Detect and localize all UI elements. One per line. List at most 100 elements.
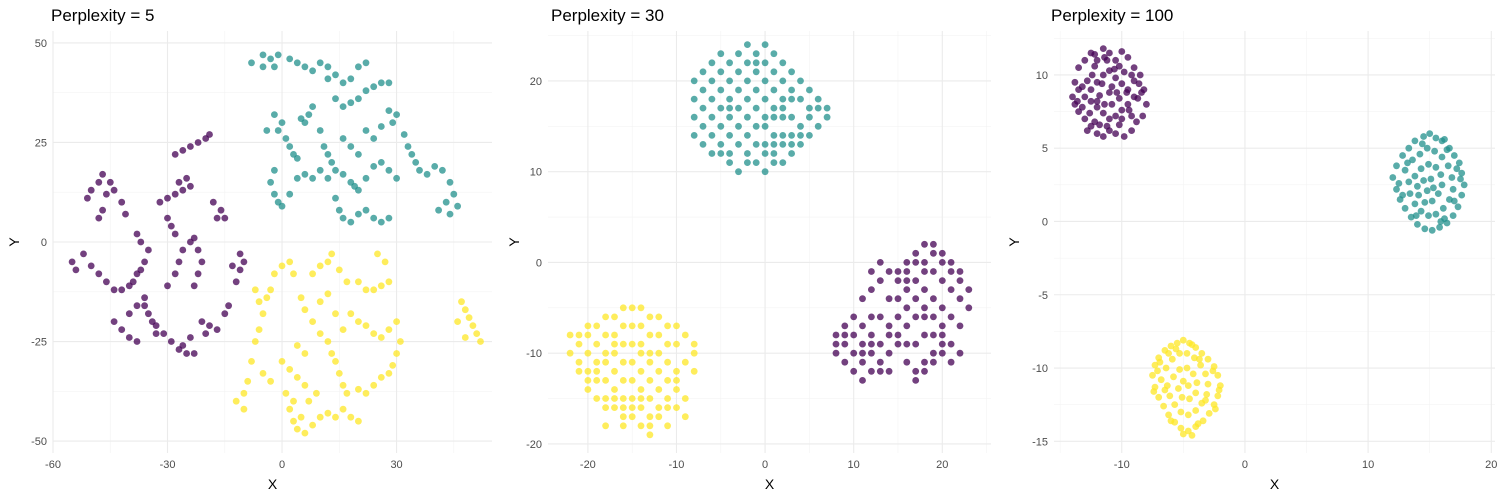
y-tick-label: 0 (1042, 216, 1048, 228)
data-point (1156, 358, 1164, 366)
data-point (355, 95, 362, 103)
data-point (381, 258, 389, 266)
data-point (187, 182, 194, 190)
data-point (293, 59, 301, 67)
data-point (646, 313, 654, 321)
data-point (355, 318, 362, 325)
data-point (912, 249, 920, 257)
data-point (646, 431, 654, 439)
data-point (293, 374, 301, 381)
data-point (106, 178, 114, 186)
data-point (80, 250, 87, 258)
data-point (593, 322, 601, 330)
data-point (708, 59, 716, 67)
data-point (611, 313, 618, 321)
data-point (681, 413, 689, 421)
data-point (1449, 212, 1457, 220)
data-point (1178, 393, 1186, 401)
data-point (1420, 133, 1427, 140)
data-point (316, 413, 324, 421)
data-point (355, 210, 362, 218)
data-point (664, 322, 671, 330)
data-point (1448, 174, 1456, 181)
data-point (301, 306, 309, 314)
y-tick-label: 0 (41, 237, 47, 249)
data-point (673, 367, 680, 375)
data-point (921, 331, 928, 339)
data-point (921, 367, 928, 375)
data-point (1215, 386, 1223, 394)
data-point (1436, 223, 1443, 231)
data-point (619, 377, 627, 384)
data-point (1177, 424, 1185, 432)
data-point (171, 270, 179, 278)
data-point (339, 214, 347, 222)
data-point (335, 266, 343, 274)
x-tick-label: 0 (1242, 459, 1248, 471)
data-point (1399, 152, 1406, 159)
panel-perplexity-5: Perplexity = 5 X Y -60 -30 0 30 -50 -25 0 25 50 (6, 6, 492, 492)
y-tick-label: 10 (1036, 70, 1048, 82)
data-point (1130, 77, 1138, 85)
data-point (1081, 93, 1089, 101)
data-point (761, 95, 769, 103)
data-point (788, 132, 795, 139)
data-point (894, 331, 902, 339)
data-point (461, 334, 469, 341)
data-point (850, 349, 858, 357)
data-point (442, 198, 450, 206)
data-point (779, 159, 787, 167)
data-point (1418, 140, 1426, 148)
data-point (779, 77, 787, 85)
data-point (87, 186, 95, 194)
data-point (164, 282, 171, 290)
data-point (655, 331, 663, 339)
data-point (84, 194, 91, 202)
data-point (370, 83, 378, 91)
data-point (1099, 133, 1107, 140)
data-point (699, 104, 707, 112)
data-point (278, 119, 286, 126)
data-point (183, 174, 191, 182)
data-point (370, 135, 378, 142)
data-point (788, 68, 795, 76)
data-point (1421, 199, 1429, 206)
data-point (1432, 210, 1440, 218)
data-point (255, 326, 263, 333)
data-point (1444, 162, 1452, 170)
data-point (1118, 106, 1126, 114)
data-point (286, 405, 294, 413)
data-point (301, 429, 309, 437)
data-point (1202, 396, 1209, 404)
data-point (1161, 386, 1169, 394)
data-point (619, 413, 627, 421)
data-point (938, 349, 946, 357)
data-point (309, 270, 316, 278)
data-point (744, 150, 751, 157)
data-point (726, 77, 733, 85)
data-point (876, 313, 884, 321)
data-point (412, 159, 420, 166)
data-point (956, 349, 964, 357)
data-point (646, 331, 654, 339)
data-point (761, 113, 769, 121)
data-point (72, 266, 80, 274)
data-point (282, 389, 290, 397)
data-point (770, 159, 778, 167)
data-point (921, 358, 928, 366)
data-point (619, 404, 627, 411)
data-point (133, 230, 141, 238)
data-point (806, 113, 813, 121)
data-point (912, 277, 920, 284)
data-point (1401, 204, 1409, 212)
x-tick-label: -10 (1114, 459, 1130, 471)
data-point (328, 159, 336, 166)
data-point (1096, 121, 1103, 129)
data-point (947, 358, 955, 366)
data-point (584, 349, 592, 357)
data-point (956, 268, 964, 275)
data-point (637, 340, 645, 348)
data-point (735, 168, 742, 176)
data-point (229, 262, 236, 270)
y-tick-label: -10 (526, 348, 542, 360)
